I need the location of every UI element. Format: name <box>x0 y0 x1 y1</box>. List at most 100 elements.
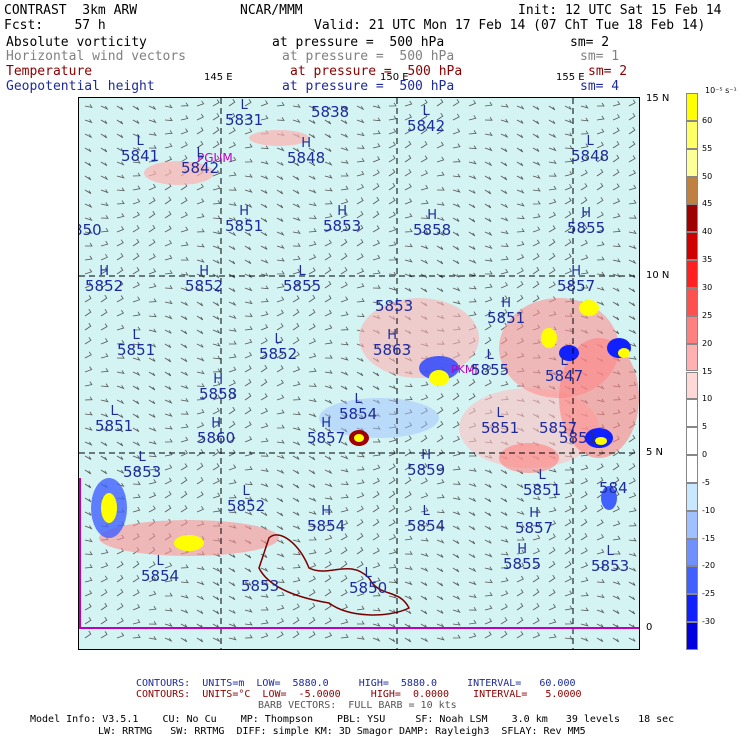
wind-barb <box>212 245 221 250</box>
wind-barb <box>532 547 540 555</box>
wind-barb <box>324 399 333 405</box>
wind-barb <box>612 609 620 614</box>
field-height-pressure: at pressure = 500 hPa <box>282 79 455 94</box>
wind-barb <box>516 294 524 303</box>
wind-barb <box>548 494 557 499</box>
colorbar-level: -5 <box>702 477 710 487</box>
wind-barb <box>468 298 477 303</box>
wind-barb <box>436 216 445 221</box>
wind-barb <box>356 590 365 597</box>
wind-barb <box>260 364 268 373</box>
wind-barb <box>436 201 445 206</box>
wind-barb <box>276 309 284 317</box>
wind-barb <box>436 553 444 558</box>
wind-barb <box>468 217 476 223</box>
wind-barb <box>404 595 413 601</box>
wind-barb <box>516 189 525 194</box>
wind-barb <box>340 574 348 583</box>
wind-barb <box>180 357 188 363</box>
wind-barb <box>292 337 300 345</box>
wind-barb <box>308 215 317 219</box>
wind-barb <box>484 631 492 639</box>
wind-barb <box>500 295 508 303</box>
wind-barb <box>404 520 413 527</box>
wind-barb <box>228 609 236 614</box>
wind-barb <box>468 497 477 503</box>
colorbar-level: -25 <box>702 589 716 599</box>
wind-barb <box>292 255 301 261</box>
wind-barb <box>148 283 157 289</box>
wind-barb <box>292 411 301 416</box>
wind-barb <box>324 226 333 233</box>
height-label: H 5851 <box>487 296 526 327</box>
wind-barb <box>324 161 333 166</box>
wind-barb <box>164 577 173 583</box>
wind-barb <box>196 383 205 387</box>
wind-barb <box>516 523 525 528</box>
wind-barb <box>324 187 333 192</box>
wind-barb <box>308 427 317 433</box>
wind-barb <box>84 203 93 208</box>
wind-barb <box>373 438 381 443</box>
wind-barb <box>228 171 237 177</box>
wind-barb <box>500 590 509 597</box>
wind-barb <box>148 453 157 458</box>
wind-barb <box>548 266 556 275</box>
wind-barb <box>84 426 93 431</box>
wind-barb <box>516 510 525 515</box>
wind-barb <box>308 616 316 625</box>
colorbar-swatch <box>686 204 698 233</box>
wind-barb <box>292 175 300 181</box>
wind-barb <box>148 357 156 362</box>
wind-barb <box>180 128 189 135</box>
height-label: H 5857 <box>307 416 346 447</box>
wind-barb <box>276 579 285 583</box>
wind-barb <box>228 314 237 319</box>
wind-barb <box>132 468 141 473</box>
wind-barb <box>324 309 332 317</box>
wind-barb <box>468 364 476 373</box>
wind-barb <box>260 311 269 317</box>
wind-barb <box>260 231 268 237</box>
wind-barb <box>100 215 109 219</box>
wind-barb <box>132 267 140 275</box>
wind-barb <box>212 200 221 205</box>
wind-barb <box>596 197 604 205</box>
wind-barb <box>452 634 461 639</box>
wind-barb <box>244 313 253 317</box>
wind-barb <box>372 269 381 275</box>
wind-barb <box>628 140 636 149</box>
wind-barb <box>420 394 429 401</box>
wind-barb <box>404 100 413 107</box>
wind-barb <box>516 175 524 180</box>
wind-barb <box>308 510 317 515</box>
wind-barb <box>420 567 429 572</box>
colorbar-swatch <box>686 315 698 344</box>
wind-barb <box>164 156 173 163</box>
wind-barb <box>420 552 429 557</box>
wind-barb <box>356 532 364 541</box>
wind-barb <box>500 161 508 167</box>
wind-barb <box>452 511 461 516</box>
wind-barb <box>452 539 460 545</box>
wind-barb <box>596 241 605 247</box>
wind-barb <box>180 301 189 307</box>
wind-barb <box>372 451 381 457</box>
wind-barb <box>180 436 189 443</box>
wind-barb <box>613 550 621 555</box>
colorbar-level: 30 <box>702 282 713 292</box>
wind-barb <box>244 158 253 163</box>
wind-barb <box>340 105 348 111</box>
wind-barb <box>356 238 364 247</box>
wind-barb <box>148 239 156 247</box>
wind-barb <box>132 252 140 261</box>
wind-barb <box>292 469 300 475</box>
wind-barb <box>260 217 268 223</box>
wind-barb <box>212 407 220 415</box>
height-label: H 5853 <box>323 204 362 235</box>
wind-barb <box>484 189 492 195</box>
wind-barb <box>292 322 300 331</box>
wind-barb <box>228 449 236 457</box>
wind-barb <box>484 336 492 345</box>
wind-barb <box>516 602 524 611</box>
